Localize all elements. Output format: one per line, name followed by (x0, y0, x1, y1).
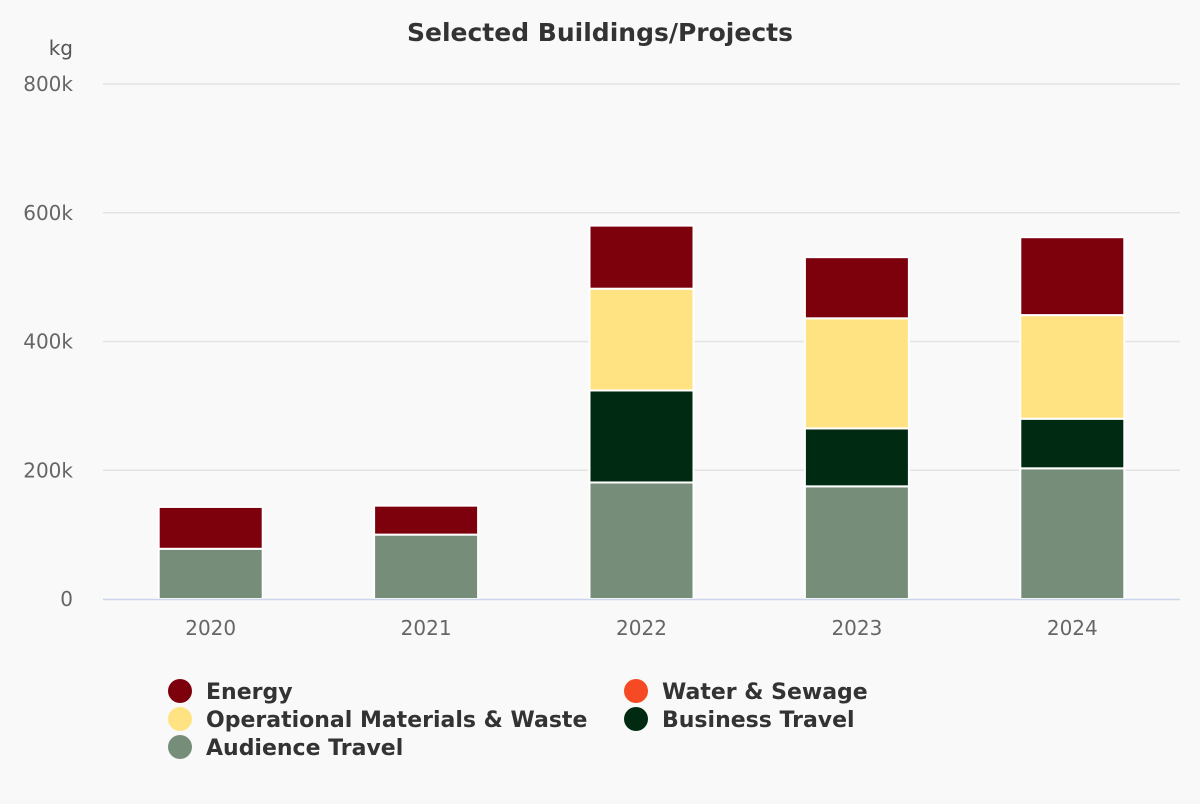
bar-energy-2024[interactable] (1019, 236, 1126, 317)
legend-item-business-travel[interactable]: Business Travel (624, 707, 855, 733)
bar-stacks (157, 224, 1126, 601)
bar-audience-travel-2022[interactable] (588, 481, 695, 601)
legend-swatch (168, 679, 192, 703)
bar-stack-2021[interactable] (373, 504, 480, 600)
bar-energy-2022[interactable] (588, 224, 695, 290)
x-tick-label: 2024 (1047, 616, 1098, 640)
y-tick-label: 0 (60, 587, 73, 611)
chart-title: Selected Buildings/Projects (407, 18, 793, 47)
legend-label: Audience Travel (206, 736, 403, 761)
bar-operational-materials-and-waste-2023[interactable] (803, 317, 910, 430)
legend-label: Energy (206, 680, 293, 705)
bar-energy-2023[interactable] (803, 256, 910, 320)
y-tick-label: 800k (23, 72, 73, 96)
bar-operational-materials-and-waste-2024[interactable] (1019, 314, 1126, 420)
legend-item-energy[interactable]: Energy (168, 679, 293, 705)
bar-audience-travel-2023[interactable] (803, 485, 910, 600)
x-axis-tick-labels: 2020 2021 2022 2023 2024 (185, 616, 1098, 640)
bar-stack-2023[interactable] (803, 256, 910, 600)
legend-swatch (624, 679, 648, 703)
legend-swatch (168, 707, 192, 731)
x-tick-label: 2021 (401, 616, 452, 640)
x-tick-label: 2022 (616, 616, 667, 640)
legend-swatch (624, 707, 648, 731)
legend-item-audience-travel[interactable]: Audience Travel (168, 735, 403, 761)
bar-stack-2024[interactable] (1019, 236, 1126, 600)
legend-swatch (168, 735, 192, 759)
bar-business-travel-2023[interactable] (803, 427, 910, 488)
y-tick-label: 400k (23, 330, 73, 354)
bar-stack-2020[interactable] (157, 505, 264, 600)
bar-energy-2020[interactable] (157, 505, 264, 550)
bar-audience-travel-2020[interactable] (157, 547, 264, 600)
bar-energy-2021[interactable] (373, 504, 480, 536)
x-tick-label: 2020 (185, 616, 236, 640)
bar-stack-2022[interactable] (588, 224, 695, 601)
bar-business-travel-2024[interactable] (1019, 417, 1126, 470)
bar-audience-travel-2024[interactable] (1019, 467, 1126, 600)
bar-audience-travel-2021[interactable] (373, 533, 480, 600)
legend: Energy Water & Sewage Operational Material… (168, 679, 868, 761)
bar-operational-materials-and-waste-2022[interactable] (588, 287, 695, 392)
legend-label: Operational Materials & Waste (206, 708, 587, 733)
y-axis-unit-label: kg (49, 36, 73, 60)
y-tick-label: 600k (23, 201, 73, 225)
x-tick-label: 2023 (831, 616, 882, 640)
bar-business-travel-2022[interactable] (588, 389, 695, 484)
legend-label: Business Travel (662, 708, 855, 733)
y-axis-tick-labels: 0 200k 400k 600k 800k (23, 72, 73, 611)
legend-item-water-and-sewage[interactable]: Water & Sewage (624, 679, 868, 705)
legend-label: Water & Sewage (662, 680, 868, 705)
y-tick-label: 200k (23, 458, 73, 482)
legend-item-operational-materials-and-waste[interactable]: Operational Materials & Waste (168, 707, 587, 733)
